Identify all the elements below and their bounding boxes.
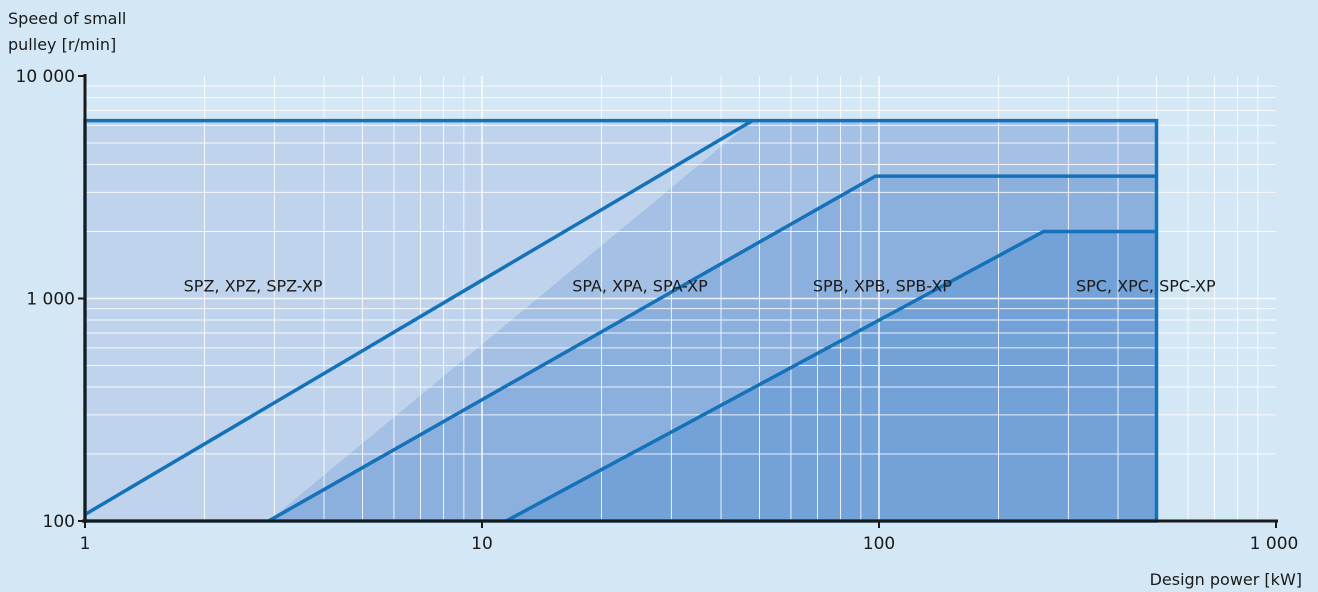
region-labels: SPZ, XPZ, SPZ-XP SPA, XPA, SPA-XP SPB, XPB… bbox=[184, 277, 1216, 296]
y-tick-label: 10 000 bbox=[16, 67, 75, 87]
y-axis-title-line-2: pulley [r/min] bbox=[8, 35, 116, 54]
region-label-1: SPZ, XPZ, SPZ-XP bbox=[184, 277, 323, 296]
region-label-4: SPC, XPC, SPC-XP bbox=[1076, 277, 1216, 296]
y-tick-label: 100 bbox=[43, 512, 75, 532]
x-axis-title: Design power [kW] bbox=[1150, 570, 1302, 589]
region-label-2: SPA, XPA, SPA-XP bbox=[572, 277, 708, 296]
axes bbox=[78, 74, 1278, 528]
region-fill-4 bbox=[506, 231, 1157, 521]
y-tick-label: 1 000 bbox=[26, 290, 75, 310]
y-axis-title-line-1: Speed of small bbox=[8, 9, 126, 28]
tick-labels: 1 10 100 1 000 100 1 000 10 000 bbox=[16, 67, 1299, 554]
grid-lines bbox=[85, 76, 1276, 521]
region-label-3: SPB, XPB, SPB-XP bbox=[813, 277, 952, 296]
x-tick-label: 100 bbox=[863, 534, 895, 554]
boundary-line-2 bbox=[267, 174, 1157, 523]
x-tick-label: 10 bbox=[471, 534, 493, 554]
boundary-line-3 bbox=[505, 229, 1157, 523]
boundary-line-1 bbox=[84, 119, 754, 517]
x-tick-label: 1 000 bbox=[1250, 534, 1299, 554]
x-tick-label: 1 bbox=[80, 534, 91, 554]
